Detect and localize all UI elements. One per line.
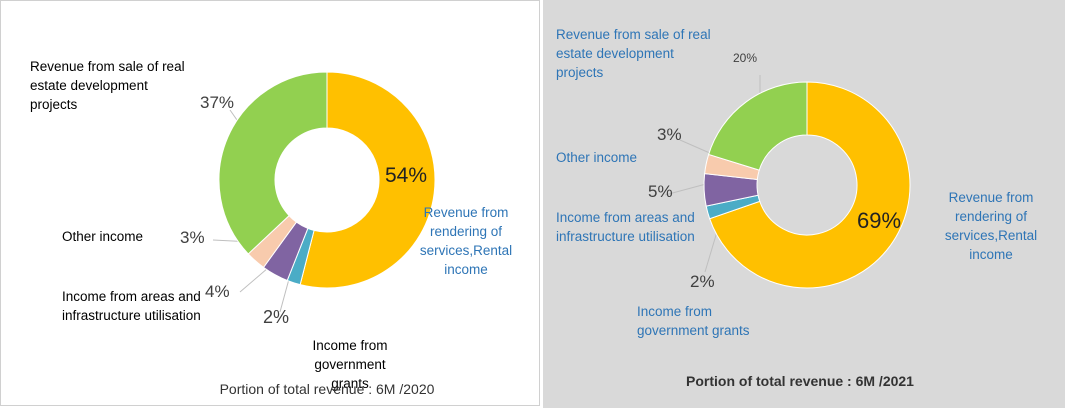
value-label: 20%: [733, 51, 758, 65]
category-label: Other income: [62, 229, 144, 244]
category-label: Revenue from rendering of services,Renta…: [944, 190, 1038, 262]
value-label: 37%: [200, 93, 235, 112]
value-label: 2%: [690, 272, 715, 291]
category-label: Income from areas and infrastructure uti…: [62, 289, 201, 323]
value-label: 2%: [263, 307, 290, 327]
value-label: 54%: [385, 164, 428, 187]
category-label: Income from areas and infrastructure uti…: [556, 210, 695, 244]
value-label: 5%: [648, 182, 673, 201]
value-label: 3%: [180, 228, 205, 247]
donut-slice: [218, 71, 328, 255]
category-label: Revenue from sale of real estate develop…: [30, 59, 185, 112]
panel-2021: [543, 0, 1065, 408]
chart-title: Portion of total revenue : 6M /2021: [686, 373, 914, 389]
value-label: 4%: [205, 282, 230, 301]
category-label: Other income: [556, 150, 638, 165]
donut-slice: [708, 81, 808, 171]
category-label: Revenue from rendering of services,Renta…: [419, 205, 513, 277]
category-label: Income from government grants: [637, 304, 750, 338]
donut-slice: [299, 71, 436, 289]
chart-title: Portion of total revenue : 6M /2020: [219, 381, 435, 397]
category-label: Income from government grants: [312, 338, 388, 391]
donut-slice: [709, 81, 911, 289]
category-label: Revenue from sale of real estate develop…: [556, 27, 711, 80]
value-label: 3%: [657, 125, 682, 144]
value-label: 69%: [857, 208, 902, 233]
